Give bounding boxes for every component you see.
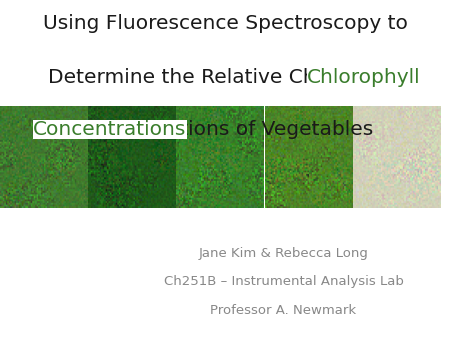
Text: Professor A. Newmark: Professor A. Newmark bbox=[211, 304, 356, 317]
Text: Ch251B – Instrumental Analysis Lab: Ch251B – Instrumental Analysis Lab bbox=[163, 275, 404, 288]
Text: Determine the Relative Chlorophyll: Determine the Relative Chlorophyll bbox=[48, 68, 402, 87]
Text: Chlorophyll: Chlorophyll bbox=[307, 68, 421, 87]
Text: Concentrations of Vegetables: Concentrations of Vegetables bbox=[76, 120, 373, 139]
Text: Jane Kim & Rebecca Long: Jane Kim & Rebecca Long bbox=[198, 247, 369, 260]
Text: Concentrations: Concentrations bbox=[33, 120, 187, 139]
Text: Using Fluorescence Spectroscopy to: Using Fluorescence Spectroscopy to bbox=[43, 14, 407, 32]
